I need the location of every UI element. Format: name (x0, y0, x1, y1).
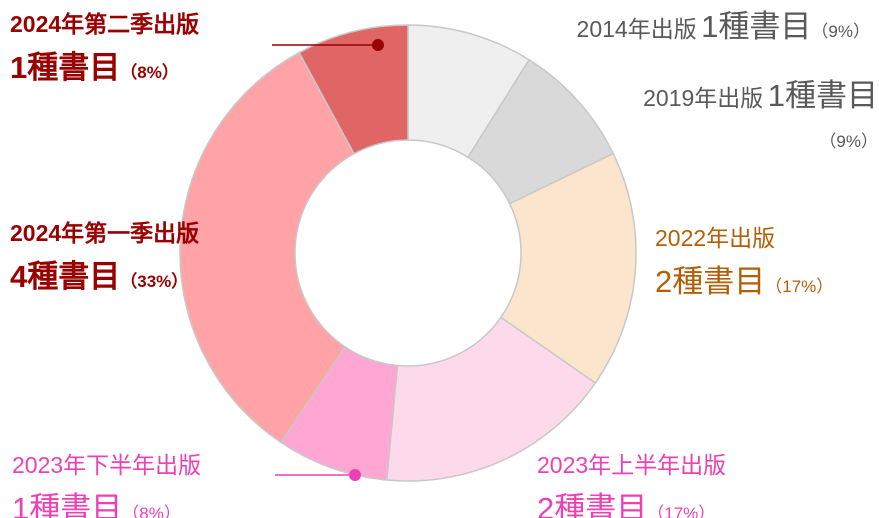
count-label: 2種書目 (655, 264, 766, 299)
category-label: 2023年上半年出版 (537, 452, 727, 478)
slice (499, 152, 637, 385)
value-label: （8%） (122, 504, 181, 518)
value-label: （17%） (765, 277, 834, 296)
count-label: 1種書目 (701, 9, 812, 44)
slice-label: 2024年第一季出版 4種書目（33%） (10, 213, 199, 303)
count-label: 1種書目 (10, 50, 121, 85)
slice-label: 2019年出版 1種書目 （9%） (643, 76, 878, 163)
category-label: 2014年出版 (576, 16, 697, 42)
category-label: 2024年第一季出版 (10, 220, 200, 246)
value-label: （33%） (120, 272, 189, 291)
slice-label: 2022年出版 2種書目（17%） (655, 218, 833, 308)
category-label: 2022年出版 (655, 225, 776, 251)
count-label: 2種書目 (537, 491, 648, 518)
category-label: 2019年出版 (643, 85, 764, 111)
slice (385, 316, 597, 482)
slice (179, 51, 356, 444)
slice-label: 2023年上半年出版 2種書目（17%） (537, 445, 726, 518)
value-label: （8%） (120, 63, 179, 82)
value-label: （9%） (811, 22, 870, 41)
count-label: 1種書目 (767, 78, 878, 113)
slice-label: 2014年出版 1種書目（9%） (577, 7, 870, 53)
value-label: （17%） (647, 504, 716, 518)
category-label: 2024年第二季出版 (10, 11, 200, 37)
slice-label: 2023年下半年出版 1種書目（8%） (12, 445, 201, 518)
leader-dot (349, 469, 361, 481)
leader-dot (372, 39, 384, 51)
value-label: （9%） (819, 132, 878, 151)
slice (298, 24, 409, 155)
category-label: 2023年下半年出版 (12, 452, 202, 478)
count-label: 4種書目 (10, 259, 121, 294)
count-label: 1種書目 (12, 491, 123, 518)
slice-label: 2024年第二季出版 1種書目（8%） (10, 4, 199, 94)
